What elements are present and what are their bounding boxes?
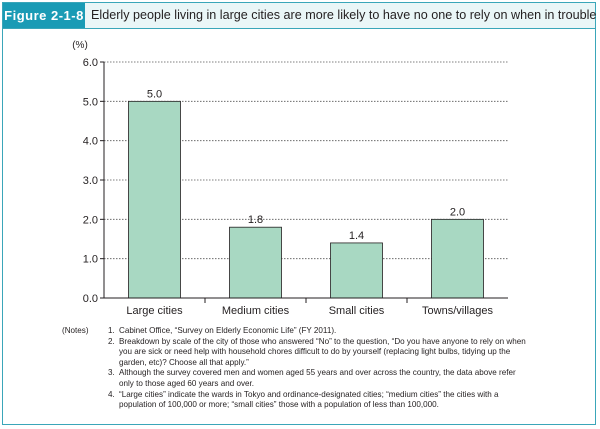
note-row: 3. Although the survey covered men and w…	[62, 368, 532, 389]
x-tick-label: Towns/villages	[422, 305, 493, 317]
notes-prefix: (Notes)	[62, 326, 89, 335]
note-number: 2.	[108, 336, 115, 346]
bar	[330, 242, 383, 299]
bar	[229, 226, 282, 299]
bar	[431, 218, 484, 299]
y-tick-label: 4.0	[83, 136, 98, 148]
x-tick-label: Medium cities	[222, 305, 290, 317]
y-tick-label: 2.0	[83, 214, 98, 226]
figure-title: Elderly people living in large cities ar…	[91, 8, 597, 22]
bar-value-label: 1.8	[248, 214, 263, 226]
figure-header: Figure 2-1-8 Elderly people living in la…	[3, 3, 597, 29]
note-number: 4.	[108, 389, 115, 399]
notes: (Notes) 1. Cabinet Office, “Survey on El…	[62, 326, 532, 411]
y-tick-label: 3.0	[83, 175, 98, 187]
bar-value-label: 1.4	[349, 230, 364, 242]
bar	[128, 100, 181, 299]
note-number: 1.	[108, 326, 115, 335]
note-row: 4. “Large cities” indicate the wards in …	[62, 390, 532, 411]
y-axis-label: (%)	[72, 40, 88, 51]
note-row: 2. Breakdown by scale of the city of tho…	[62, 337, 532, 369]
bar-layer: 5.0 1.8 1.4 2.0	[128, 88, 484, 299]
note-text: “Large cities” indicate the wards in Tok…	[119, 389, 499, 410]
note-number: 3.	[108, 368, 115, 378]
bar-value-label: 5.0	[147, 88, 162, 100]
bar-value-label: 2.0	[450, 206, 465, 218]
x-tick-label: Small cities	[329, 305, 385, 317]
y-tick-label: 6.0	[83, 57, 98, 69]
note-text: Cabinet Office, “Survey on Elderly Econo…	[119, 326, 337, 335]
note-row: (Notes) 1. Cabinet Office, “Survey on El…	[62, 326, 532, 337]
y-tick-label: 0.0	[83, 293, 98, 305]
note-text: Breakdown by scale of the city of those …	[119, 336, 526, 367]
axis-layer: 0.0 1.0 2.0 3.0 4.0 5.0 6.0 Large cities Medium …	[83, 57, 508, 317]
x-tick-label: Large cities	[126, 305, 183, 317]
bar-chart: (%) 5.0 1.8 1.4 2.0 0.0 1.0 2.0 3.0 4.0 5.0 6.0 La…	[72, 40, 508, 317]
note-text: Although the survey covered men and wome…	[119, 368, 516, 388]
y-tick-label: 5.0	[83, 96, 98, 108]
figure-frame: Figure 2-1-8 Elderly people living in la…	[2, 2, 596, 425]
y-tick-label: 1.0	[83, 254, 98, 266]
figure-label: Figure 2-1-8	[3, 3, 85, 28]
